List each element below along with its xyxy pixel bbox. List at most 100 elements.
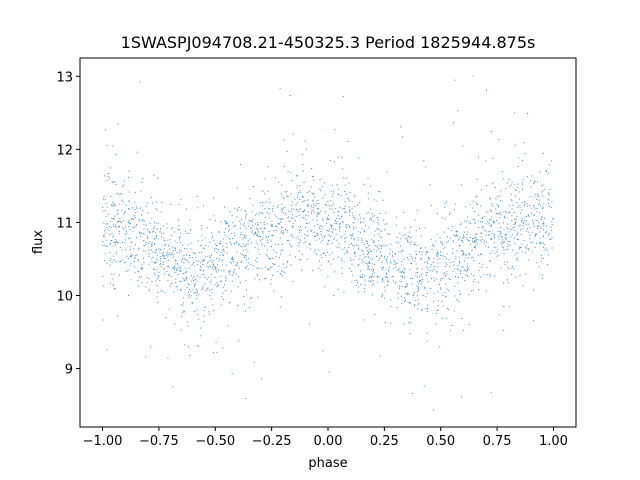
data-point bbox=[177, 264, 179, 266]
data-point bbox=[308, 211, 310, 213]
data-point bbox=[210, 273, 212, 275]
data-point bbox=[105, 215, 107, 217]
data-point bbox=[106, 223, 108, 225]
data-point bbox=[240, 253, 242, 255]
data-point bbox=[461, 240, 463, 242]
data-point bbox=[400, 245, 401, 247]
data-point bbox=[164, 273, 166, 275]
data-point bbox=[104, 198, 106, 200]
data-point bbox=[427, 308, 429, 310]
data-point bbox=[345, 236, 347, 238]
data-point bbox=[521, 209, 523, 211]
data-point bbox=[180, 289, 181, 291]
data-point bbox=[289, 254, 291, 256]
data-point bbox=[357, 265, 359, 266]
data-point bbox=[243, 296, 245, 297]
data-point bbox=[445, 296, 447, 298]
data-point bbox=[420, 247, 422, 249]
data-point bbox=[155, 252, 157, 254]
data-point bbox=[507, 248, 509, 250]
data-point bbox=[232, 259, 234, 261]
data-point bbox=[313, 196, 315, 198]
data-point bbox=[401, 261, 403, 263]
data-point bbox=[203, 315, 205, 317]
data-point bbox=[426, 311, 428, 312]
data-point bbox=[425, 247, 426, 249]
data-point bbox=[437, 258, 439, 260]
data-point bbox=[401, 264, 403, 266]
data-point bbox=[189, 354, 191, 356]
data-point bbox=[201, 228, 203, 230]
data-point bbox=[188, 284, 190, 286]
data-point bbox=[418, 287, 419, 289]
data-point bbox=[317, 199, 319, 201]
data-point bbox=[166, 227, 168, 229]
data-point bbox=[399, 285, 401, 287]
data-point bbox=[284, 212, 286, 214]
data-point bbox=[238, 276, 240, 278]
data-point bbox=[320, 231, 322, 232]
data-point bbox=[305, 222, 307, 224]
data-point bbox=[462, 238, 464, 240]
data-point bbox=[178, 239, 180, 241]
data-point bbox=[446, 288, 448, 290]
data-point bbox=[400, 126, 402, 128]
data-point bbox=[349, 215, 351, 217]
data-point bbox=[489, 225, 491, 227]
data-point bbox=[447, 236, 448, 238]
data-point bbox=[528, 259, 530, 261]
data-point bbox=[417, 308, 419, 310]
data-point bbox=[168, 274, 169, 276]
data-point bbox=[194, 279, 196, 280]
data-point bbox=[446, 258, 447, 260]
data-point bbox=[304, 233, 306, 235]
data-point bbox=[464, 260, 466, 262]
data-point bbox=[530, 196, 532, 198]
data-point bbox=[113, 203, 115, 205]
data-point bbox=[436, 310, 438, 311]
data-point bbox=[425, 252, 427, 254]
data-point bbox=[456, 268, 458, 270]
data-point bbox=[512, 227, 514, 229]
data-point bbox=[128, 223, 130, 225]
data-point bbox=[184, 247, 185, 249]
data-point bbox=[541, 191, 543, 193]
data-point bbox=[513, 183, 515, 185]
data-point bbox=[337, 156, 339, 158]
data-point bbox=[503, 249, 505, 251]
data-point bbox=[200, 269, 202, 271]
data-point bbox=[287, 196, 289, 198]
data-point bbox=[521, 218, 523, 220]
data-point bbox=[536, 208, 538, 209]
data-point bbox=[115, 204, 117, 206]
data-point bbox=[478, 214, 480, 216]
data-point bbox=[222, 347, 224, 349]
data-point bbox=[154, 262, 156, 264]
data-point bbox=[316, 215, 318, 217]
data-point bbox=[188, 346, 189, 348]
data-point bbox=[370, 275, 372, 277]
data-point bbox=[473, 289, 474, 291]
data-point bbox=[308, 190, 310, 192]
data-point bbox=[187, 244, 189, 246]
data-point bbox=[432, 262, 434, 263]
data-point bbox=[108, 173, 110, 174]
data-point bbox=[320, 269, 322, 271]
data-point bbox=[194, 252, 196, 254]
data-point bbox=[497, 205, 499, 207]
data-point bbox=[168, 259, 170, 261]
data-point bbox=[137, 259, 139, 261]
data-point bbox=[118, 231, 120, 232]
data-point bbox=[458, 261, 460, 263]
data-point bbox=[407, 292, 409, 294]
data-point bbox=[427, 281, 429, 283]
data-point bbox=[289, 95, 291, 96]
data-point bbox=[458, 290, 460, 292]
data-point bbox=[300, 239, 301, 241]
data-point bbox=[399, 270, 401, 272]
data-point bbox=[349, 210, 351, 212]
data-point bbox=[543, 203, 545, 205]
data-point bbox=[364, 291, 366, 293]
data-point bbox=[385, 276, 386, 278]
data-point bbox=[551, 160, 553, 162]
